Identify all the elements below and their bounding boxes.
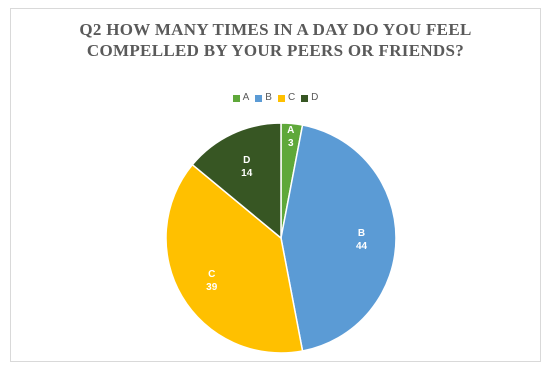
pie-slice-b xyxy=(280,124,397,352)
slice-value-label-d: 14 xyxy=(241,168,253,179)
legend-label-c: C xyxy=(287,92,296,103)
slice-value-label-a: 3 xyxy=(288,138,294,149)
chart-title-line-2: COMPELLED BY YOUR PEERS OR FRIENDS? xyxy=(86,41,465,60)
legend-item-a: A xyxy=(232,92,250,104)
chart-title: Q2 HOW MANY TIMES IN A DAY DO YOU FEEL C… xyxy=(11,19,540,61)
legend-swatch-a xyxy=(232,94,240,102)
legend-label-a: A xyxy=(242,92,250,103)
slice-category-label-a: A xyxy=(287,125,294,136)
legend-label-d: D xyxy=(311,92,319,103)
slice-category-label-d: D xyxy=(243,155,250,166)
slice-category-label-b: B xyxy=(358,228,365,239)
legend-swatch-c xyxy=(277,94,285,102)
slice-value-label-c: 39 xyxy=(206,282,218,293)
legend-swatch-d xyxy=(301,94,309,102)
slice-value-label-b: 44 xyxy=(356,241,368,252)
pie-slice-d xyxy=(191,122,282,240)
legend-swatch-b xyxy=(255,94,263,102)
legend-label-b: B xyxy=(265,92,272,103)
slice-category-label-c: C xyxy=(208,269,215,280)
legend-item-c: C xyxy=(277,92,296,104)
pie-slice-c xyxy=(165,163,304,354)
chart-legend: A B C D xyxy=(0,92,551,104)
legend-item-d: D xyxy=(301,92,318,104)
legend-item-b: B xyxy=(255,92,272,104)
chart-title-line-1: Q2 HOW MANY TIMES IN A DAY DO YOU FEEL xyxy=(79,20,472,39)
